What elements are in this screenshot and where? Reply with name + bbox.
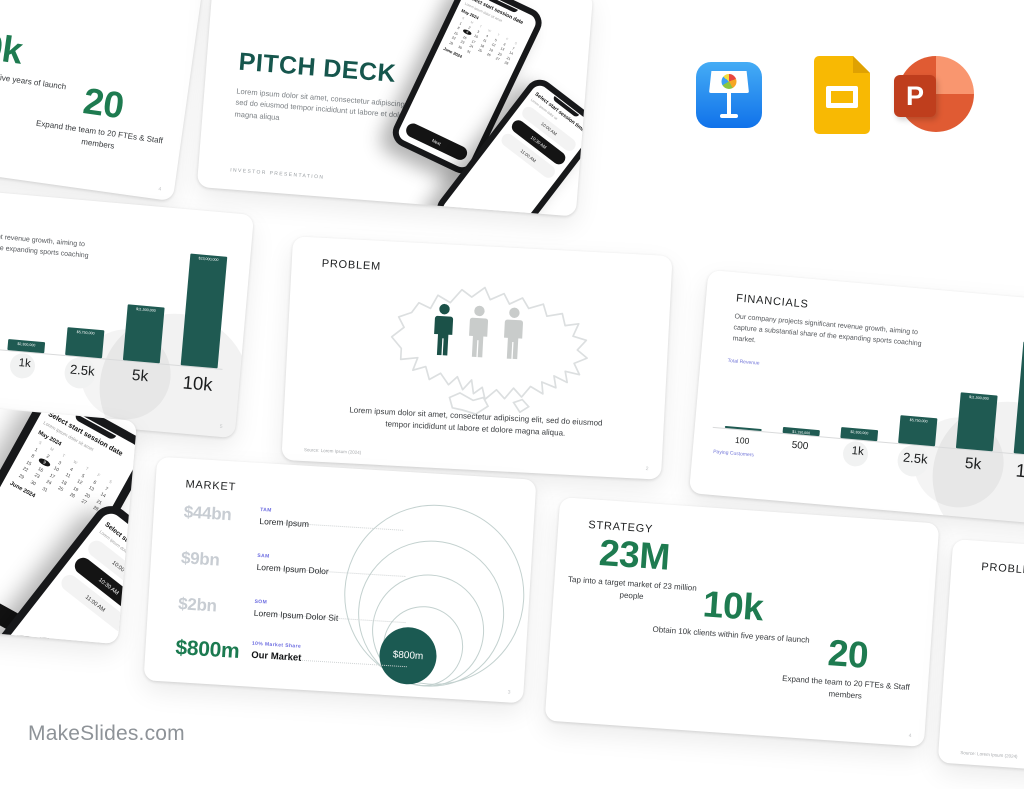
bar-value-label: $11,500,000 bbox=[135, 306, 156, 313]
x-tick-label: 2.5k bbox=[69, 361, 96, 379]
x-tick-label: 10k bbox=[181, 371, 214, 395]
powerpoint-icon[interactable]: P bbox=[894, 54, 976, 136]
market-value: $2bn bbox=[177, 594, 218, 616]
slide-problem: PROBLEM Lorem ipsum dolor sit amet, cons… bbox=[281, 236, 673, 480]
stat-block: 20 Expand the team to 20 FTEs & Staff me… bbox=[777, 631, 917, 706]
page-number: 3 bbox=[507, 689, 511, 696]
slides-frame bbox=[826, 86, 858, 108]
revenue-bar: $5,750,000 bbox=[65, 327, 105, 359]
slide-strategy: STRATEGY 23M Tap into a target market of… bbox=[544, 497, 940, 747]
page-number: 4 bbox=[157, 186, 162, 193]
market-row-tam: $44bn TAM Lorem Ipsum bbox=[183, 502, 310, 530]
person-icon bbox=[504, 307, 523, 360]
market-value: $44bn bbox=[183, 502, 233, 525]
stat-value: 20 bbox=[826, 632, 870, 676]
google-slides-icon[interactable] bbox=[814, 56, 870, 134]
x-tick-label: 2.5k bbox=[902, 449, 929, 467]
revenue-bar: $11,500,000 bbox=[955, 392, 998, 452]
slide-title: MARKET bbox=[185, 478, 237, 494]
bar-value-label: $2,300,000 bbox=[17, 341, 36, 347]
market-row-som: $2bn SOM Lorem Ipsum Dolor Sit bbox=[178, 594, 339, 624]
revenue-bar: $11,500,000 bbox=[122, 304, 165, 364]
slide-strategy-partial: STRATEGY 23M Tap into a target market of… bbox=[0, 0, 204, 202]
revenue-bar-chart: Total Revenue Paying Customers $1,150,00… bbox=[0, 233, 255, 439]
person-icon bbox=[434, 303, 454, 356]
stat-value: 10k bbox=[0, 22, 25, 72]
people-icons bbox=[429, 302, 528, 365]
bar-value-label: $5,750,000 bbox=[76, 329, 95, 336]
market-name: Lorem Ipsum Dolor Sit bbox=[253, 607, 339, 623]
slide-market: MARKET $800m $44bn TAM Lorem Ipsum $9bn … bbox=[143, 456, 537, 704]
slides-folded-corner bbox=[853, 56, 870, 73]
slide-problem-partial: PROBLEM Source: Lorem Ipsum (2024) bbox=[937, 539, 1024, 789]
market-name: Our Market bbox=[250, 649, 302, 664]
market-tag: TAM bbox=[259, 506, 272, 514]
market-value: $9bn bbox=[180, 548, 221, 570]
cover-title: PITCH DECK bbox=[237, 47, 398, 88]
market-value: $800m bbox=[174, 636, 241, 663]
revenue-bar-chart: Total Revenue Paying Customers $1,150,00… bbox=[705, 321, 1024, 527]
slide-cover: PITCH DECK Lorem ipsum dolor sit amet, c… bbox=[196, 0, 594, 217]
next-button: Next bbox=[403, 121, 470, 163]
market-row-sam: $9bn SAM Lorem Ipsum Dolor bbox=[180, 548, 329, 577]
hong-kong-map bbox=[346, 265, 609, 426]
x-tick-label: 5k bbox=[131, 366, 149, 386]
stat-block: 20 Expand the team to 20 FTEs & Staff me… bbox=[30, 76, 174, 159]
page-number: 5 bbox=[219, 423, 223, 431]
revenue-bar: $23,000,000 bbox=[1013, 341, 1024, 457]
powerpoint-p-tile: P bbox=[894, 75, 936, 117]
bar-value-label: $23,000,000 bbox=[198, 255, 219, 262]
market-name: Lorem Ipsum Dolor bbox=[256, 561, 330, 576]
market-name: Lorem Ipsum bbox=[259, 515, 310, 529]
keynote-pie-chart bbox=[721, 74, 737, 89]
bar-value-label: $11,500,000 bbox=[968, 394, 989, 401]
bar-group: $1,150,000$2,300,000$5,750,000$11,500,00… bbox=[0, 228, 228, 369]
cover-footer: INVESTOR PRESENTATION bbox=[229, 167, 325, 181]
revenue-bar: $5,750,000 bbox=[898, 415, 938, 447]
keynote-icon[interactable] bbox=[696, 62, 762, 128]
x-tick-label: 1k bbox=[18, 357, 32, 371]
slide-financials: FINANCIALS Our company projects signific… bbox=[688, 269, 1024, 527]
stat-value: 10k bbox=[701, 583, 765, 629]
slide-title: FINANCIALS bbox=[735, 292, 810, 311]
stat-value: 23M bbox=[597, 531, 672, 578]
keynote-stand bbox=[727, 93, 731, 115]
x-tick-label: 500 bbox=[791, 439, 809, 453]
market-row-our-market: $800m 10% Market Share Our Market bbox=[175, 636, 302, 668]
keynote-base bbox=[720, 114, 738, 118]
watermark-link[interactable]: MakeSlides.com bbox=[28, 722, 185, 745]
bar-value-label: $5,750,000 bbox=[909, 417, 928, 424]
x-tick-label: 100 bbox=[734, 434, 750, 447]
slide-title: PROBLEM bbox=[980, 561, 1024, 578]
bar-value-label: $2,300,000 bbox=[850, 429, 869, 435]
page-root: STRATEGY 23M Tap into a target market of… bbox=[0, 0, 1024, 760]
page-number: 4 bbox=[908, 732, 912, 740]
x-tick-label: 10k bbox=[1014, 459, 1024, 483]
x-tick-label: 5k bbox=[964, 454, 982, 474]
source-note: Source: Lorem Ipsum (2024) bbox=[303, 447, 362, 456]
x-tick-label: 1k bbox=[851, 445, 865, 459]
person-icon bbox=[469, 305, 489, 358]
bar-value-label: $1,150,000 bbox=[792, 429, 811, 435]
bar-group: $1,150,000 $2,300,000 $5,750,000 $11,500,00… bbox=[724, 316, 1024, 457]
slide-financials-partial: FINANCIALS Our company projects signific… bbox=[0, 181, 255, 439]
phone-notch bbox=[126, 527, 138, 556]
powerpoint-letter: P bbox=[905, 80, 924, 111]
stat-caption: Expand the team to 20 FTEs & Staff membe… bbox=[781, 673, 911, 701]
source-note: Source: Lorem Ipsum (2024) bbox=[960, 750, 1018, 760]
slide-cover-partial: PITCH DECK Lorem ipsum dolor sit amet, c… bbox=[0, 387, 138, 645]
page-number: 2 bbox=[645, 465, 649, 473]
market-tag: 10% Market Share bbox=[251, 640, 302, 650]
